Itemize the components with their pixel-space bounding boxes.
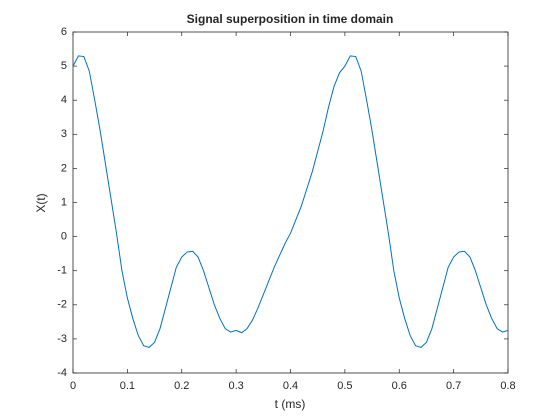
chart-title: Signal superposition in time domain xyxy=(187,12,394,26)
y-tick-label: 0 xyxy=(61,231,67,243)
data-line xyxy=(72,55,509,348)
y-tick-label: 5 xyxy=(61,60,67,72)
x-tick-label: 0 xyxy=(70,380,76,392)
y-tick-label: -1 xyxy=(57,265,67,277)
y-tick-label: 3 xyxy=(61,128,67,140)
y-tick-label: -3 xyxy=(57,333,67,345)
x-tick-label: 0.5 xyxy=(337,380,352,392)
x-tick-label: 0.7 xyxy=(446,380,461,392)
x-tick-label: 0.3 xyxy=(228,380,243,392)
x-tick-label: 0.6 xyxy=(392,380,407,392)
y-tick-label: 4 xyxy=(61,94,67,106)
y-axis-label: X(t) xyxy=(34,193,48,212)
axes-box xyxy=(72,31,509,374)
x-tick-label: 0.1 xyxy=(120,380,135,392)
y-tick-label: 1 xyxy=(61,196,67,208)
x-tick-label: 0.2 xyxy=(174,380,189,392)
x-axis-label: t (ms) xyxy=(275,397,306,411)
x-tick-label: 0.4 xyxy=(283,380,298,392)
y-tick-label: -2 xyxy=(57,299,67,311)
y-tick-label: 6 xyxy=(61,26,67,38)
y-tick-label: -4 xyxy=(57,367,67,379)
x-tick-label: 0.8 xyxy=(500,380,515,392)
y-tick-label: 2 xyxy=(61,162,67,174)
